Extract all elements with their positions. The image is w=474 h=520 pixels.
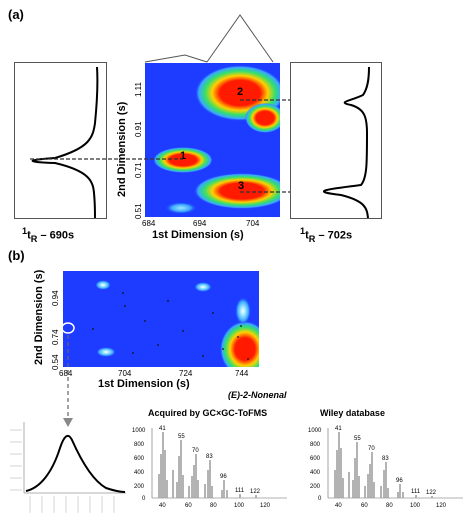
right-profile-trace <box>323 66 370 219</box>
extracted-chromatogram <box>0 418 130 515</box>
acquired-spectrum-title: Acquired by GC×GC-ToFMS <box>148 408 268 418</box>
compound-name: (E)-2-Nonenal <box>228 390 287 400</box>
wiley-peak-122: 122 <box>426 490 437 496</box>
wiley-peak-70: 70 <box>368 446 375 452</box>
wiley-xtick-100: 100 <box>410 503 421 509</box>
wiley-xtick-80: 80 <box>386 503 393 509</box>
acq-xtick-120: 120 <box>260 503 271 509</box>
contour-plot-a-svg: 1 2 3 <box>145 63 280 217</box>
acq-ytick-0: 0 <box>142 496 146 502</box>
acq-xtick-100: 100 <box>234 503 245 509</box>
a-xtick-0: 684 <box>142 219 156 228</box>
wiley-xtick-40: 40 <box>335 503 342 509</box>
acq-peak-96: 96 <box>220 474 227 480</box>
acq-peak-70: 70 <box>192 448 199 454</box>
wiley-ytick-800: 800 <box>310 442 321 448</box>
acq-peak-122: 122 <box>250 489 261 495</box>
peak-2-label: 2 <box>237 86 243 98</box>
peak-1-label: 1 <box>180 150 186 162</box>
right-profile-label: 1tR – 702s <box>300 226 353 244</box>
left-profile-box <box>14 62 107 219</box>
wiley-peak-55: 55 <box>354 436 361 442</box>
acq-ytick-200: 200 <box>134 484 145 490</box>
contour-plot-b-svg <box>63 271 259 367</box>
b-xtick-1: 704 <box>118 369 132 378</box>
b-x-axis-title: 1st Dimension (s) <box>98 378 190 390</box>
acq-peak-83: 83 <box>206 454 213 460</box>
acq-ytick-400: 400 <box>134 470 145 476</box>
right-profile-box <box>290 62 382 219</box>
a-xtick-2: 704 <box>246 219 260 228</box>
a-x-axis-title: 1st Dimension (s) <box>152 229 244 241</box>
extracted-chromatogram-svg <box>10 422 126 513</box>
acquired-mass-spectrum-svg: 1000 800 600 400 200 0 41 55 70 83 96 11… <box>132 426 287 509</box>
acq-xtick-60: 60 <box>185 503 192 509</box>
connector-lines <box>144 14 274 63</box>
peak-3-label: 3 <box>238 180 244 192</box>
acq-peak-111: 111 <box>235 488 245 494</box>
panel-b-label: (b) <box>8 248 25 263</box>
contour-plot-b <box>63 271 259 367</box>
acq-ytick-600: 600 <box>134 456 145 462</box>
wiley-xtick-120: 120 <box>436 503 447 509</box>
wiley-xtick-60: 60 <box>361 503 368 509</box>
left-profile-trace <box>31 66 99 219</box>
contour-plot-a: 1 2 3 <box>145 63 280 217</box>
wiley-ytick-400: 400 <box>310 470 321 476</box>
wiley-ytick-0: 0 <box>318 496 322 502</box>
panel-a-label: (a) <box>8 7 24 22</box>
wiley-spectrum-title: Wiley database <box>320 408 385 418</box>
acq-xtick-80: 80 <box>210 503 217 509</box>
a-xtick-1: 694 <box>193 219 207 228</box>
acq-ytick-1000: 1000 <box>132 428 146 434</box>
b-xtick-0: 684 <box>59 369 73 378</box>
wiley-peak-96: 96 <box>396 478 403 484</box>
wiley-peak-111: 111 <box>411 489 421 495</box>
wiley-mass-spectrum-svg: 1000 800 600 400 200 0 41 55 70 83 96 11… <box>308 426 463 509</box>
acq-xtick-40: 40 <box>159 503 166 509</box>
left-profile-label: 1tR – 690s <box>22 226 75 244</box>
wiley-mass-spectrum: 1000 800 600 400 200 0 41 55 70 83 96 11… <box>308 420 468 515</box>
wiley-ytick-200: 200 <box>310 484 321 490</box>
wiley-peak-41: 41 <box>335 426 342 432</box>
acq-peak-41: 41 <box>159 426 166 432</box>
wiley-peak-83: 83 <box>382 456 389 462</box>
wiley-ytick-1000: 1000 <box>308 428 322 434</box>
acq-peak-55: 55 <box>178 434 185 440</box>
b-xtick-2: 724 <box>179 369 193 378</box>
b-xtick-3: 744 <box>235 369 249 378</box>
acq-ytick-800: 800 <box>134 442 145 448</box>
wiley-ytick-600: 600 <box>310 456 321 462</box>
acquired-mass-spectrum: 1000 800 600 400 200 0 41 55 70 83 96 11… <box>132 420 292 515</box>
